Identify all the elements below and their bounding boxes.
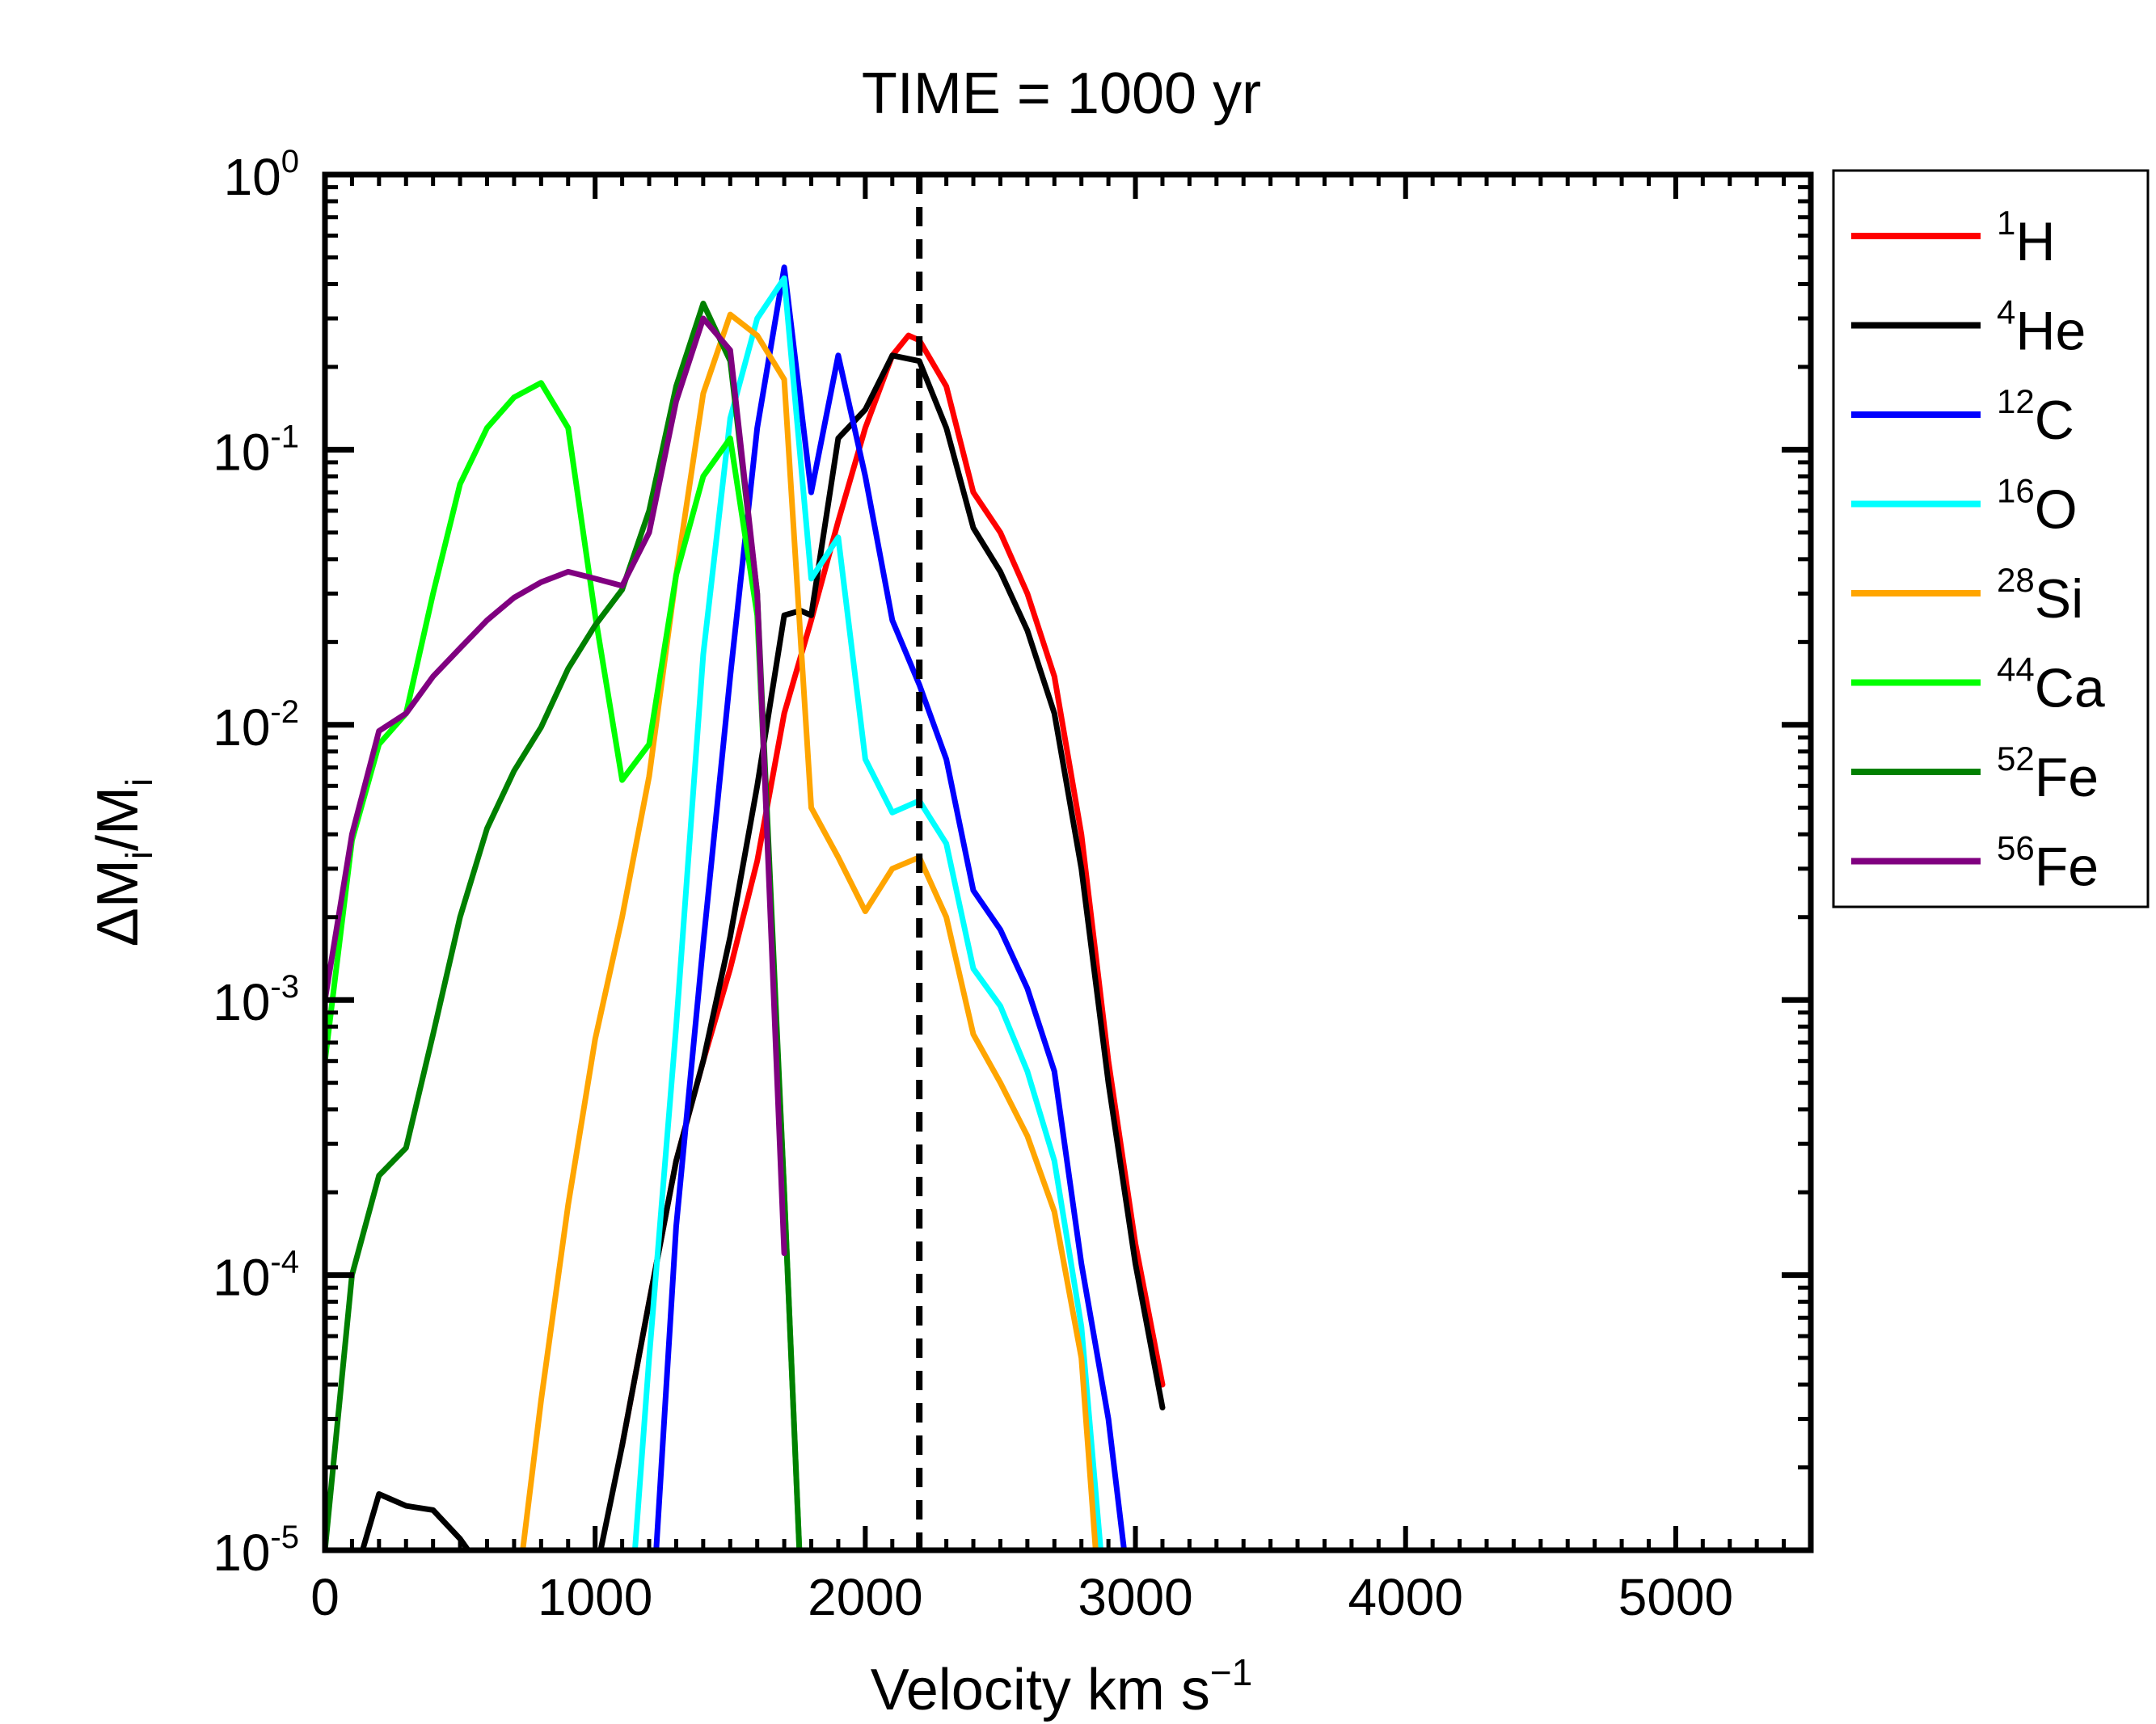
y-tick-label: 10-4: [213, 1245, 299, 1307]
y-tick-label-base: 10: [213, 423, 270, 481]
y-axis-label-text: ΔM: [86, 859, 150, 946]
x-tick-label: 1000: [538, 1568, 652, 1626]
legend-label-1H: 1H: [1997, 204, 2055, 272]
series-line-12C: [653, 264, 1128, 1550]
legend-mass-number: 16: [1997, 472, 2035, 510]
legend-mass-number: 56: [1997, 829, 2035, 867]
y-tick-label-exponent: -3: [270, 969, 299, 1005]
legend-label-52Fe: 52Fe: [1997, 740, 2099, 808]
y-tick-label-base: 10: [213, 1249, 270, 1307]
series-line-1H: [619, 332, 1166, 1449]
y-tick-label-base: 10: [213, 698, 270, 757]
y-tick-label-exponent: -1: [270, 419, 299, 454]
y-tick-label: 10-5: [213, 1520, 299, 1582]
legend-mass-number: 44: [1997, 651, 2035, 689]
x-tick-label: 0: [310, 1568, 340, 1626]
y-tick-label: 10-2: [213, 694, 299, 757]
chart-title: TIME = 1000 yr: [862, 61, 1261, 126]
x-tick-label: 3000: [1078, 1568, 1192, 1626]
y-axis-label-subscript: i: [118, 851, 160, 859]
series-line-28Si: [520, 311, 1099, 1550]
legend-mass-number: 12: [1997, 382, 2035, 420]
y-axis-label-separator: /M: [86, 786, 150, 851]
y-tick-label-exponent: -4: [270, 1245, 299, 1280]
legend-element-symbol: H: [2015, 211, 2055, 272]
series-layer: [325, 264, 1166, 1550]
y-tick-label-exponent: 0: [281, 144, 299, 179]
legend-label-12C: 12C: [1997, 382, 2074, 451]
legend-label-4He: 4He: [1997, 293, 2086, 362]
x-tick-label: 4000: [1348, 1568, 1463, 1626]
plot-frame: [322, 171, 1814, 1553]
series-line-56Fe: [325, 315, 787, 1257]
series-line-16O: [631, 275, 1104, 1550]
legend-element-symbol: Fe: [2035, 837, 2099, 898]
x-axis-label: Velocity km s−1: [871, 1651, 1253, 1722]
y-tick-label-base: 10: [213, 1524, 270, 1582]
y-axis-label: ΔMi/Mi: [86, 778, 160, 947]
y-tick-label: 10-1: [213, 419, 299, 481]
legend-element-symbol: O: [2035, 479, 2078, 541]
legend-element-symbol: Fe: [2035, 747, 2099, 808]
y-tick-label-exponent: -5: [270, 1520, 299, 1555]
legend-mass-number: 52: [1997, 740, 2035, 778]
y-tick-label-exponent: -2: [270, 694, 299, 730]
legend-mass-number: 28: [1997, 561, 2035, 599]
y-axis-label-subscript-2: i: [118, 778, 160, 786]
x-axis-label-exponent: −1: [1210, 1651, 1252, 1693]
y-tick-label: 10-3: [213, 969, 299, 1031]
legend-element-symbol: He: [2015, 301, 2086, 362]
legend-label-44Ca: 44Ca: [1997, 651, 2105, 719]
legend-label-28Si: 28Si: [1997, 561, 2083, 630]
x-tick-labels: 0 1000 2000 3000 4000 5000: [310, 1568, 1733, 1626]
legend-label-56Fe: 56Fe: [1997, 829, 2099, 898]
legend-element-symbol: Si: [2035, 568, 2083, 630]
x-tick-label: 2000: [808, 1568, 922, 1626]
x-tick-label: 5000: [1618, 1568, 1733, 1626]
legend-element-symbol: Ca: [2035, 658, 2105, 719]
legend-mass-number: 4: [1997, 293, 2015, 331]
y-tick-label: 100: [224, 144, 299, 206]
legend-label-16O: 16O: [1997, 472, 2078, 541]
legend-element-symbol: C: [2035, 390, 2074, 451]
y-tick-label-base: 10: [213, 973, 270, 1031]
legend-mass-number: 1: [1997, 204, 2015, 242]
legend-box: [1832, 169, 2150, 908]
y-tick-label-base: 10: [224, 148, 281, 206]
x-axis-label-text: Velocity km s: [871, 1658, 1210, 1722]
